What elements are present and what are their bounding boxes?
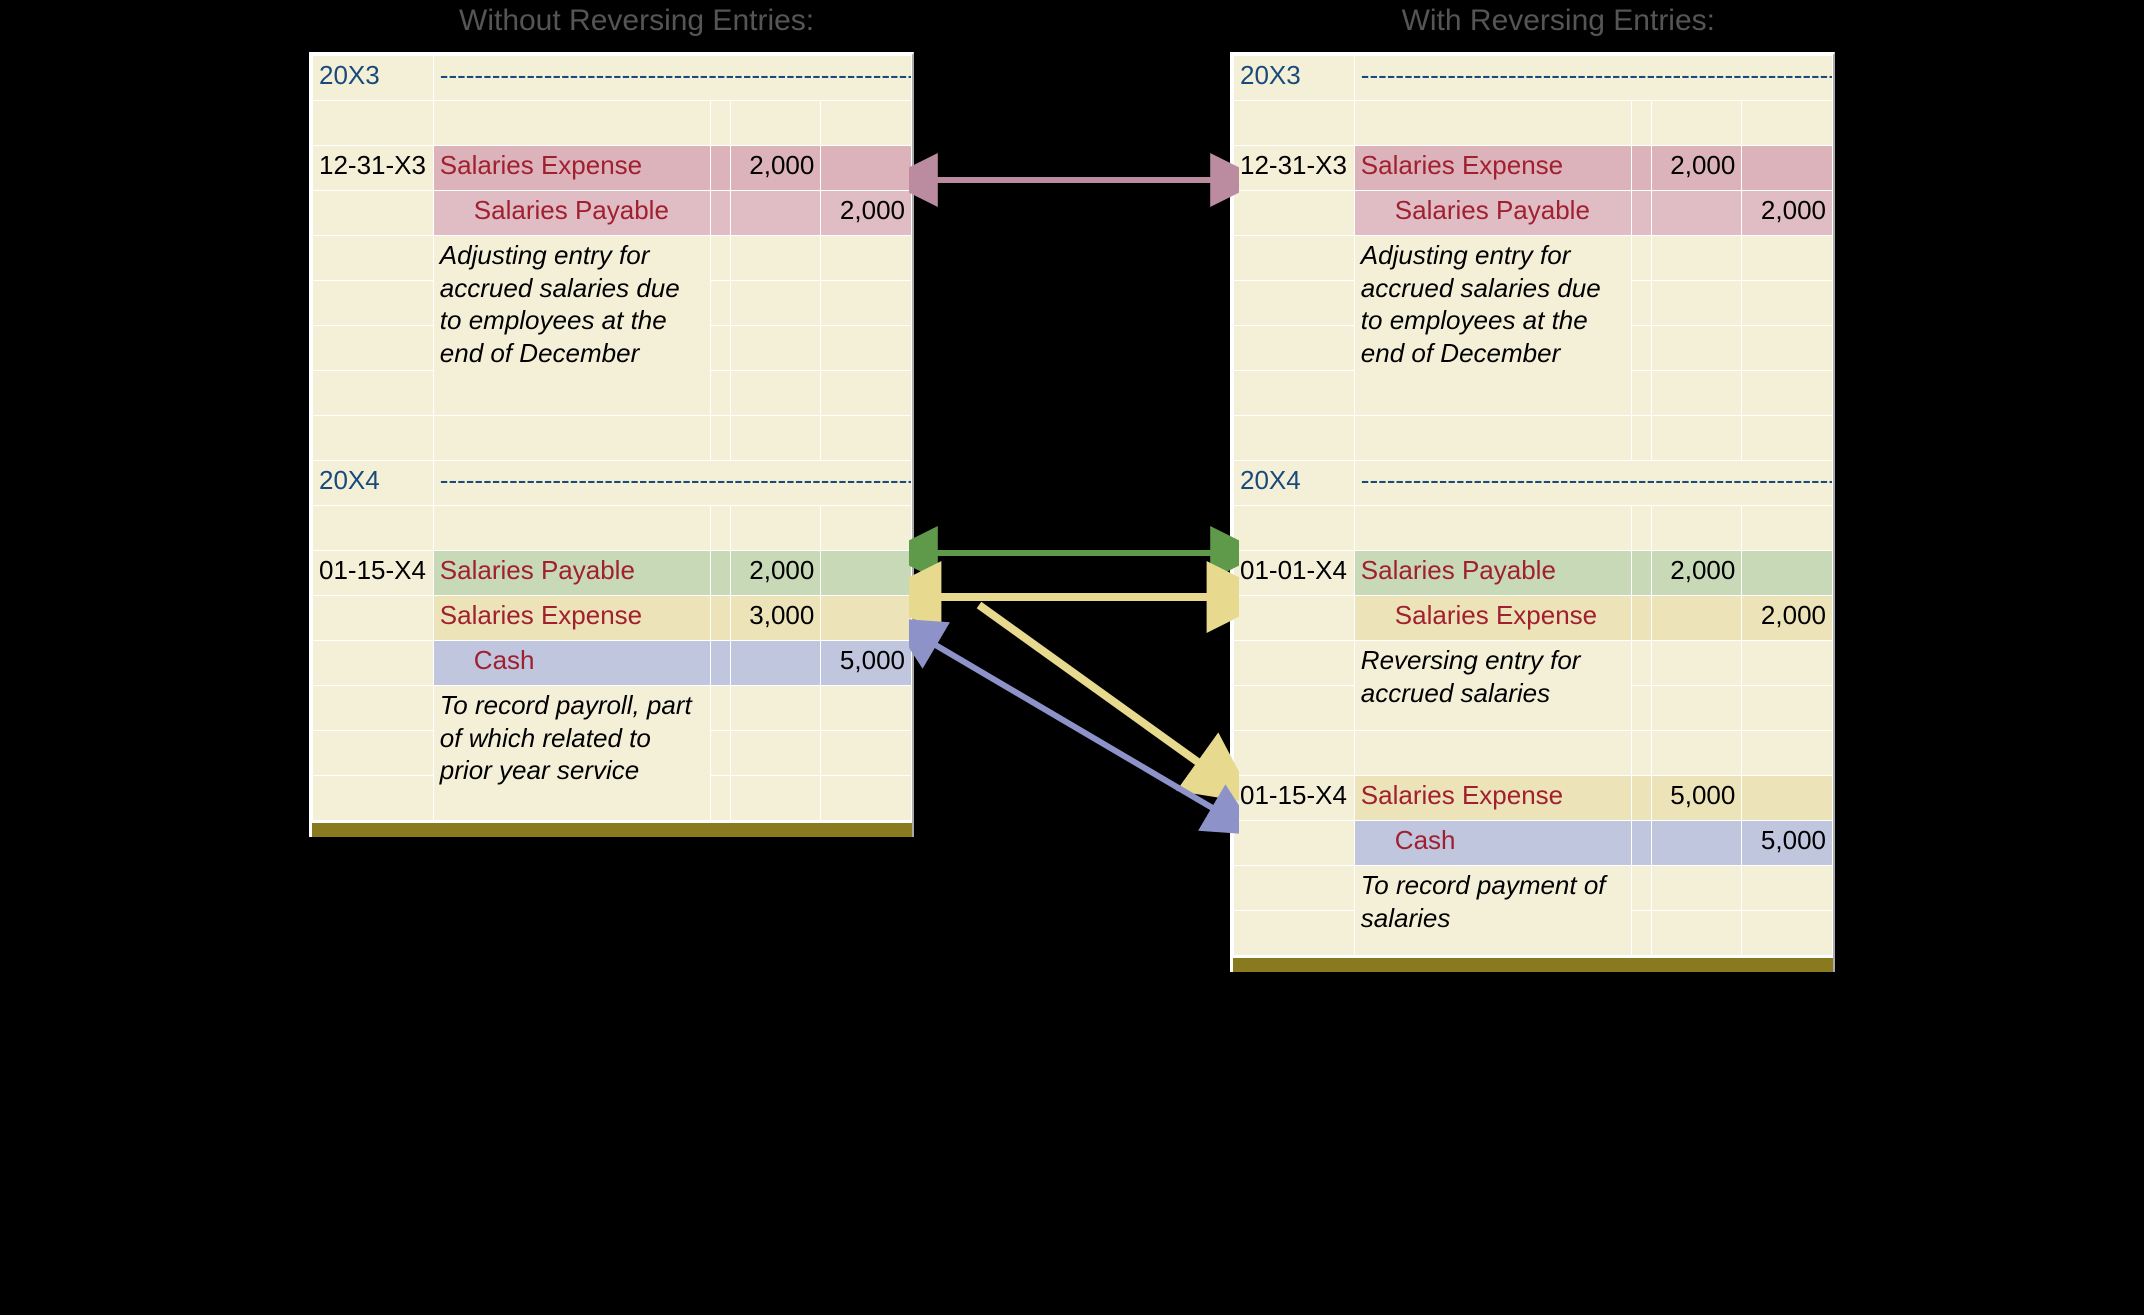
entry1-date: 12-31-X3: [313, 146, 434, 191]
spacer-row: [1234, 416, 1833, 461]
entry3-l2-acct: Cash: [1354, 821, 1631, 866]
year-row: 20X4------------------------------------…: [313, 461, 912, 506]
entry3-line2-row: Cash 5,000: [1234, 821, 1833, 866]
entry1-credit-amt: 2,000: [821, 191, 912, 236]
entry2-l2-amt: 3,000: [730, 596, 821, 641]
entry1-debit-amt: 2,000: [730, 146, 821, 191]
entry1-debit-acct: Salaries Expense: [1354, 146, 1631, 191]
spacer-row: [313, 506, 912, 551]
entry2-memo: To record payroll, part of which related…: [433, 686, 710, 821]
entry1-credit-acct: Salaries Payable: [433, 191, 710, 236]
entry2-line2-row: Salaries Expense 3,000: [313, 596, 912, 641]
journal-bottom-bar: [312, 821, 912, 837]
connector-arrows-icon: [909, 50, 1239, 950]
entry3-memo-row: To record payment of salaries: [1234, 866, 1833, 911]
entry2-line2-row: Salaries Expense 2,000: [1234, 596, 1833, 641]
entry2-l3-amt: 5,000: [821, 641, 912, 686]
entry2-l1-amt: 2,000: [730, 551, 821, 596]
dash-line: ----------------------------------------…: [433, 461, 911, 506]
entry2-l2-acct: Salaries Expense: [433, 596, 710, 641]
year-row: 20X3------------------------------------…: [313, 56, 912, 101]
entry1-debit-amt: 2,000: [1651, 146, 1742, 191]
spacer-row: [1234, 101, 1833, 146]
entry1-credit-row: Salaries Payable 2,000: [1234, 191, 1833, 236]
entry2-memo: Reversing entry for accrued salaries: [1354, 641, 1631, 731]
dash-line: ----------------------------------------…: [433, 56, 911, 101]
journal-table-right: 20X3------------------------------------…: [1233, 55, 1833, 956]
entry1-memo: Adjusting entry for accrued salaries due…: [433, 236, 710, 416]
entry1-memo-row: Adjusting entry for accrued salaries due…: [1234, 236, 1833, 281]
entry1-memo: Adjusting entry for accrued salaries due…: [1354, 236, 1631, 416]
dash-line: ----------------------------------------…: [1354, 56, 1832, 101]
entry2-line3-row: Cash 5,000: [313, 641, 912, 686]
journal-bottom-bar: [1233, 956, 1833, 972]
year-label: 20X3: [1234, 56, 1355, 101]
year-row: 20X4------------------------------------…: [1234, 461, 1833, 506]
entry1-memo-row: Adjusting entry for accrued salaries due…: [313, 236, 912, 281]
entry1-credit-row: Salaries Payable 2,000: [313, 191, 912, 236]
year-label: 20X4: [1234, 461, 1355, 506]
entry3-l2-amt: 5,000: [1742, 821, 1833, 866]
comparison-diagram: Without Reversing Entries: With Reversin…: [299, 0, 1845, 948]
journal-without: 20X3------------------------------------…: [309, 52, 914, 837]
entry2-l1-acct: Salaries Payable: [433, 551, 710, 596]
spacer-row: [1234, 506, 1833, 551]
spacer-row: [313, 101, 912, 146]
entry2-l2-acct: Salaries Expense: [1354, 596, 1631, 641]
entry3-l1-acct: Salaries Expense: [1354, 776, 1631, 821]
entry3-date: 01-15-X4: [1234, 776, 1355, 821]
year-label: 20X4: [313, 461, 434, 506]
spacer-row: [1234, 731, 1833, 776]
entry2-l3-acct: Cash: [433, 641, 710, 686]
year-label: 20X3: [313, 56, 434, 101]
entry2-l1-acct: Salaries Payable: [1354, 551, 1631, 596]
entry2-line1-row: 01-01-X4Salaries Payable 2,000: [1234, 551, 1833, 596]
spacer-row: [313, 416, 912, 461]
entry2-l2-amt: 2,000: [1742, 596, 1833, 641]
entry1-date: 12-31-X3: [1234, 146, 1355, 191]
entry1-credit-amt: 2,000: [1742, 191, 1833, 236]
entry3-l1-amt: 5,000: [1651, 776, 1742, 821]
entry1-debit-acct: Salaries Expense: [433, 146, 710, 191]
entry2-line1-row: 01-15-X4Salaries Payable 2,000: [313, 551, 912, 596]
journal-table-left: 20X3------------------------------------…: [312, 55, 912, 821]
entry1-debit-row: 12-31-X3Salaries Expense 2,000: [313, 146, 912, 191]
entry1-debit-row: 12-31-X3Salaries Expense 2,000: [1234, 146, 1833, 191]
entry2-date: 01-15-X4: [313, 551, 434, 596]
heading-with: With Reversing Entries:: [1402, 4, 1715, 38]
entry2-memo-row: To record payroll, part of which related…: [313, 686, 912, 731]
dash-line: ----------------------------------------…: [1354, 461, 1832, 506]
entry2-date: 01-01-X4: [1234, 551, 1355, 596]
heading-without: Without Reversing Entries:: [459, 4, 814, 38]
entry2-l1-amt: 2,000: [1651, 551, 1742, 596]
entry3-line1-row: 01-15-X4Salaries Expense 5,000: [1234, 776, 1833, 821]
journal-with: 20X3------------------------------------…: [1230, 52, 1835, 972]
year-row: 20X3------------------------------------…: [1234, 56, 1833, 101]
entry3-memo: To record payment of salaries: [1354, 866, 1631, 956]
entry2-memo-row: Reversing entry for accrued salaries: [1234, 641, 1833, 686]
entry1-credit-acct: Salaries Payable: [1354, 191, 1631, 236]
